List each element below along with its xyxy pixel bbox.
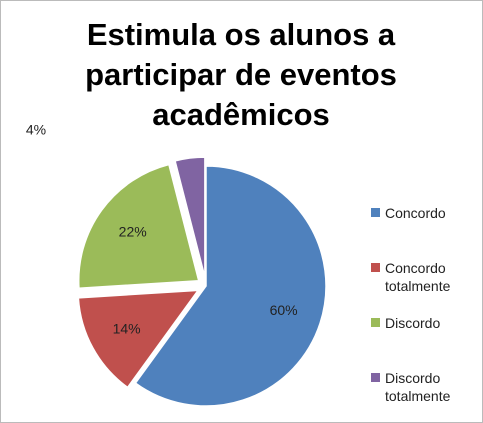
legend-item: Concordo totalmente xyxy=(371,259,482,295)
data-label: 4% xyxy=(26,122,46,138)
legend-label: Discordo totalmente xyxy=(385,370,451,404)
chart-title: Estimula os alunos a participar de event… xyxy=(85,17,397,132)
data-label: 22% xyxy=(119,223,147,239)
pie-slice xyxy=(77,289,200,389)
pie-slice xyxy=(134,165,327,407)
legend-label: Discordo xyxy=(385,315,441,331)
legend-item: Discordo totalmente xyxy=(371,369,482,405)
legend-swatch xyxy=(371,208,380,217)
data-label: 14% xyxy=(113,320,141,336)
pie-slice xyxy=(77,163,200,290)
legend-item: Discordo xyxy=(371,314,482,332)
data-label: 60% xyxy=(270,302,298,318)
legend-label: Concordo totalmente xyxy=(385,260,451,294)
legend-label: Concordo xyxy=(385,205,446,221)
legend-swatch xyxy=(371,373,380,382)
legend-swatch xyxy=(371,318,380,327)
legend-swatch xyxy=(371,263,380,272)
legend-item: Concordo xyxy=(371,204,482,222)
pie-slice xyxy=(174,156,206,278)
